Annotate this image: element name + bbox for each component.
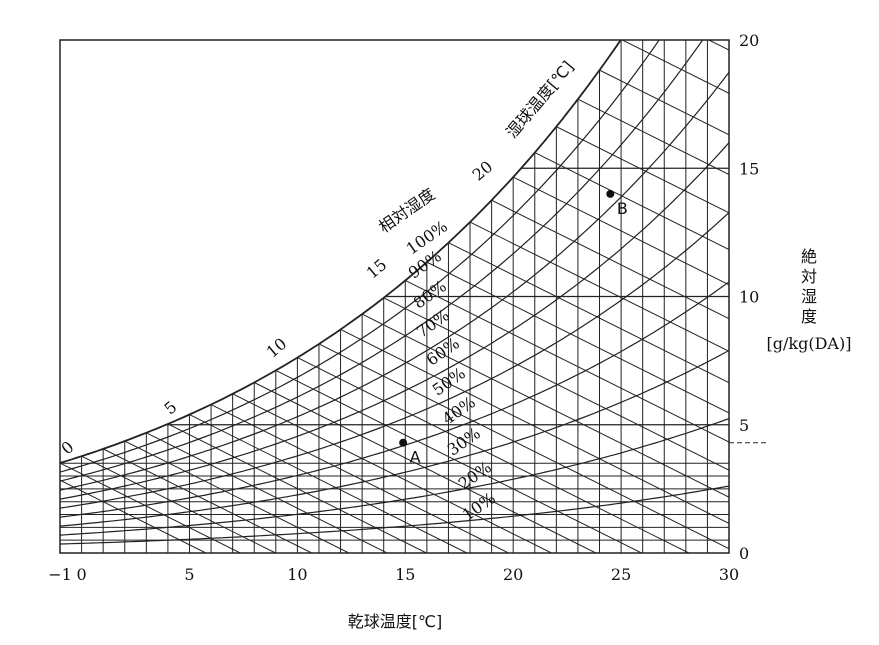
saturation-curve <box>60 40 622 464</box>
rh-curve <box>60 349 729 527</box>
wet-bulb-label: 20 <box>469 157 497 185</box>
wet-bulb-line <box>318 343 729 550</box>
wet-bulb-line <box>664 0 879 553</box>
rh-curve <box>60 40 704 482</box>
rh-label: 40% <box>439 393 479 429</box>
wet-bulb-line <box>383 297 729 471</box>
wet-bulb-line <box>555 126 729 214</box>
frame-layer <box>59 39 730 554</box>
x-tick-label: 15 <box>395 565 415 584</box>
x-tick-label: 25 <box>611 565 631 584</box>
rh-curve <box>60 40 660 473</box>
y-tick-label: 15 <box>739 159 759 178</box>
wet-bulb-line <box>447 242 729 384</box>
wet-bulb-line <box>512 176 729 286</box>
x-tick-label: 30 <box>719 565 739 584</box>
point-label-b: B <box>617 199 628 218</box>
grid-layer <box>60 0 879 553</box>
wet-bulb-line <box>426 261 729 414</box>
x-tick-label: 20 <box>503 565 523 584</box>
y-tick-label: 10 <box>739 288 759 307</box>
wet-bulb-title: 湿球温度[℃] <box>502 57 577 142</box>
wet-bulb-line <box>491 199 729 320</box>
y-axis-title-char: 絶 <box>801 247 817 266</box>
y-tick-label: 20 <box>739 31 759 50</box>
wet-bulb-line <box>296 357 690 553</box>
wet-bulb-line <box>188 414 468 553</box>
x-axis-title: 乾球温度[℃] <box>348 612 442 631</box>
rh-curve <box>60 71 729 491</box>
y-tick-label: 0 <box>739 544 749 563</box>
wet-bulb-line <box>469 221 729 352</box>
rh-curve <box>60 281 729 518</box>
y-axis-unit: [g/kg(DA)] <box>767 334 852 353</box>
rh-label: 30% <box>444 424 484 460</box>
wet-bulb-line <box>210 404 510 553</box>
rh-curve <box>60 142 729 500</box>
wet-bulb-line <box>340 328 729 524</box>
wet-bulb-line <box>232 393 552 553</box>
rh-curve <box>60 418 729 536</box>
wet-bulb-line <box>361 313 729 498</box>
wet-bulb-line <box>167 423 427 553</box>
wet-bulb-line <box>599 69 729 136</box>
wet-bulb-line <box>60 479 207 553</box>
wet-bulb-line <box>145 432 388 553</box>
y-tick-label: 5 <box>739 416 749 435</box>
x-tick-label: 5 <box>184 565 194 584</box>
wet-bulb-label: 15 <box>363 255 391 283</box>
wet-bulb-line <box>124 440 350 553</box>
wet-bulb-line <box>686 0 879 553</box>
y-axis-title-char: 対 <box>801 267 817 286</box>
wet-bulb-line <box>707 40 729 51</box>
wet-bulb-line <box>404 279 729 443</box>
point-b <box>606 189 615 198</box>
y-axis-title-char: 湿 <box>801 287 817 306</box>
x-tick-label: −1 <box>48 565 72 584</box>
point-label-a: A <box>410 448 421 467</box>
rh-curve <box>60 212 729 509</box>
curve-layer <box>60 40 729 545</box>
point-a <box>399 438 408 447</box>
x-tick-label: 10 <box>287 565 307 584</box>
wet-bulb-line <box>534 152 729 251</box>
rh-curve <box>60 485 729 545</box>
point-layer: AB <box>399 189 628 467</box>
wet-bulb-line <box>275 369 643 553</box>
x-tick-label: 0 <box>76 565 86 584</box>
y-axis-title-char: 度 <box>801 307 817 326</box>
wet-bulb-label: 10 <box>263 334 291 362</box>
wet-bulb-line <box>102 448 313 553</box>
wet-bulb-label: 5 <box>160 397 180 418</box>
